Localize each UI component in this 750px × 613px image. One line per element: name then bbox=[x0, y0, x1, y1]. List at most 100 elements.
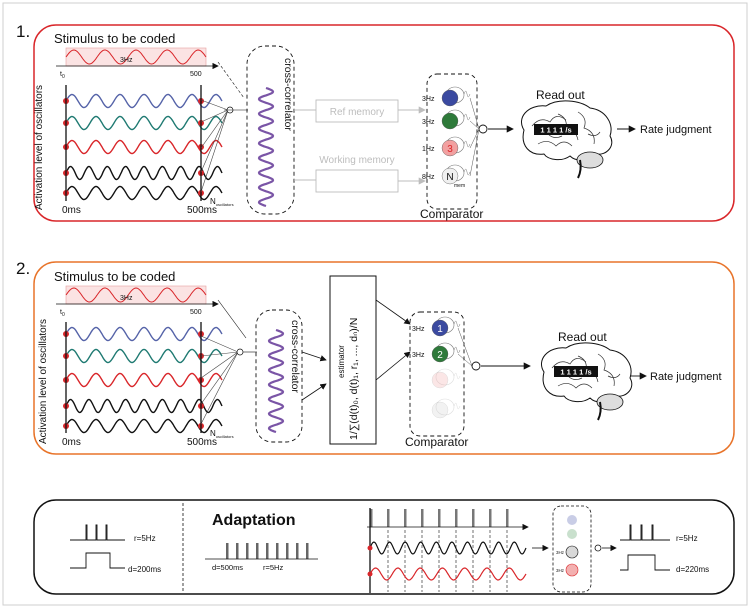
panel1-neuron-4 bbox=[441, 167, 459, 185]
panel1-convergence-lines bbox=[200, 99, 229, 193]
panel1-spike-icon-3 bbox=[463, 140, 471, 148]
panel3-mini-neuron-2 bbox=[567, 529, 577, 539]
panel1-neuron-sub-4: mem bbox=[454, 183, 465, 189]
panel1-tend: 500 bbox=[190, 71, 202, 78]
panel1-oscillator-2 bbox=[65, 115, 223, 131]
panel2-number: 2. bbox=[16, 259, 30, 278]
panel2-comparator-lines bbox=[457, 327, 473, 367]
panel2-readout-label: Read out bbox=[558, 330, 607, 344]
panel2-stimulus-freq: 3Hz bbox=[120, 295, 133, 302]
panel1-readout-label: Read out bbox=[536, 88, 585, 102]
panel2-brain-stem bbox=[597, 401, 602, 421]
panel2-ylabel: Activation level of oscillators bbox=[38, 319, 49, 444]
panel3-adapt-pulse-8 bbox=[296, 543, 299, 559]
panel3-right-duration-label: d=220ms bbox=[676, 565, 709, 574]
panel1-frame bbox=[33, 24, 735, 222]
panel3-test-pulse-2 bbox=[387, 509, 390, 527]
panel3-test-pulse-5 bbox=[438, 509, 441, 527]
panel1-stimulus-wave bbox=[65, 49, 207, 65]
panel1-spike-icon-2 bbox=[463, 113, 471, 121]
panel1-ref-memory-box bbox=[315, 99, 399, 123]
panel1-x-start: 0ms bbox=[62, 205, 81, 216]
panel3-right-duration bbox=[620, 554, 670, 571]
panel1-number: 1. bbox=[16, 22, 30, 41]
panel2-t0: t0 bbox=[60, 309, 65, 318]
panel3-mini-neuron-4 bbox=[565, 563, 579, 577]
panel2-cross-correlator-label: cross-correlator bbox=[289, 320, 301, 393]
panel1-working-memory-box bbox=[315, 169, 399, 193]
panel1-rate-judgment: Rate judgment bbox=[640, 124, 712, 136]
panel2-rate-judgment: Rate judgment bbox=[650, 371, 722, 383]
panel2-comparator-box bbox=[409, 311, 465, 437]
panel2-stimulus-link bbox=[217, 299, 247, 339]
panel3-right-stimulus: r=5Hz d=220ms bbox=[620, 524, 709, 574]
panel1-brain-gyrus-3 bbox=[577, 111, 595, 145]
panel1-ylabel: Activation level of oscillators bbox=[34, 85, 45, 210]
panel2-tend: 500 bbox=[190, 309, 202, 316]
panel1-brain-stem bbox=[577, 159, 582, 179]
panel1-cross-correlator-wave bbox=[257, 86, 275, 208]
panel2-display-text: 1 1 1 1 /s bbox=[560, 368, 591, 377]
panel3-wave-red bbox=[369, 567, 527, 581]
panel1-oscillator-5 bbox=[65, 185, 223, 201]
panel1-brain-cerebellum bbox=[576, 151, 604, 169]
panel2-brain-gyrus-3 bbox=[597, 353, 615, 387]
panel2-display bbox=[554, 366, 598, 377]
panel1-n-oscillators: Noscillators bbox=[210, 197, 234, 207]
panel3-dot-2 bbox=[367, 571, 373, 577]
panel3-mid-duration: d=500ms bbox=[212, 563, 243, 572]
panel2-neuron-label-2: 3Hz bbox=[412, 352, 425, 359]
panel1-brain-icon bbox=[521, 100, 613, 179]
panel1-spike-icon-4 bbox=[463, 168, 471, 176]
panel3-left-pulse-train bbox=[70, 524, 125, 541]
panel1-comparator-lines bbox=[469, 97, 480, 177]
panel2-brain-gyrus-4 bbox=[557, 383, 593, 389]
panel3-mini-neuron-3 bbox=[565, 545, 579, 559]
panel2-stimulus: 3Hz t0 500 bbox=[56, 285, 219, 318]
panel3-adapt-pulse-9 bbox=[306, 543, 309, 559]
panel3-test-pulses bbox=[370, 509, 509, 527]
panel3-test-pulse-1 bbox=[370, 509, 373, 527]
panel2-brain-gyrus-1 bbox=[551, 358, 587, 369]
panel2-comparator-label: Comparator bbox=[405, 435, 468, 449]
panel2-brain-gyrus-5 bbox=[607, 373, 621, 378]
panel1-stimulus-link bbox=[217, 61, 245, 99]
panel3-adapt-pulse-2 bbox=[236, 543, 239, 559]
panel1-comparator-label: Comparator bbox=[420, 207, 483, 221]
panel2-neuron-2 bbox=[431, 345, 449, 363]
panel1-neuron-1 bbox=[441, 89, 459, 107]
panel2-neuron-text-2: 2 bbox=[437, 350, 443, 361]
panel1-stimulus-title: Stimulus to be coded bbox=[54, 31, 175, 46]
panel3-dashed-markers bbox=[387, 530, 508, 592]
panel2-summing-node bbox=[236, 348, 244, 356]
panel3-test-pulse-7 bbox=[472, 509, 475, 527]
panel3-test-pulse-4 bbox=[421, 509, 424, 527]
panel2-spike-icon-4 bbox=[453, 402, 461, 410]
panel2-stimulus-title: Stimulus to be coded bbox=[54, 269, 175, 284]
panel1-spike-icon-1 bbox=[463, 90, 471, 98]
panel3-left-rate: r=5Hz bbox=[134, 534, 156, 543]
panel1-brain-gyrus-4 bbox=[537, 141, 573, 147]
panel3-frame bbox=[33, 499, 735, 595]
panel2-arrow-est-1 bbox=[301, 351, 327, 362]
panel2-convergence-lines bbox=[200, 335, 239, 425]
panel3-adapt-pulse-1 bbox=[226, 543, 229, 559]
panel3-mid-rate: r=5Hz bbox=[263, 563, 283, 572]
panel3-adapt-pulse-6 bbox=[276, 543, 279, 559]
panel3-test-pulse-6 bbox=[455, 509, 458, 527]
panel1-neuron-label-2: 3Hz bbox=[422, 119, 435, 126]
panel3-adapt-pulse-7 bbox=[286, 543, 289, 559]
panel2-n-oscillators: Noscillators bbox=[210, 429, 234, 439]
panel3-left-stimulus: r=5Hz d=200ms bbox=[70, 524, 161, 574]
panel3-right-rate: r=5Hz bbox=[676, 534, 698, 543]
panel3-left-duration bbox=[70, 552, 125, 569]
panel2-oscillator-3 bbox=[65, 372, 223, 388]
panel2-brain-icon bbox=[541, 342, 633, 421]
panel2-neuron-loop-3 bbox=[435, 368, 455, 386]
panel1-oscillator-1 bbox=[65, 93, 223, 109]
panel2-oscillators bbox=[63, 326, 223, 434]
panel3-title: Adaptation bbox=[212, 512, 296, 529]
